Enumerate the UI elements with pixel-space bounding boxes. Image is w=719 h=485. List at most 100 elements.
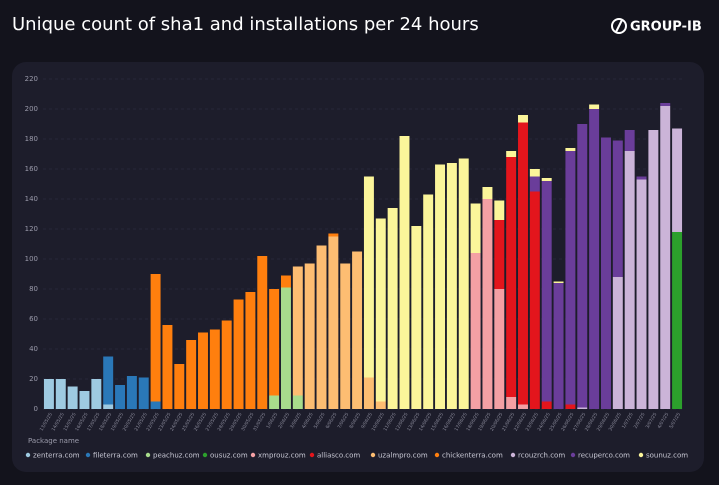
legend-marker xyxy=(570,452,576,458)
bar-segment xyxy=(589,104,600,109)
bar-segment xyxy=(363,176,374,378)
bar-segment xyxy=(600,137,611,409)
legend-label: rcouzrch.com xyxy=(518,452,565,460)
legend-title: Package name xyxy=(28,437,79,445)
bar-segment xyxy=(565,151,576,405)
legend-label: zenterra.com xyxy=(33,452,80,460)
bar-segment xyxy=(233,299,244,409)
bar-segment xyxy=(482,187,493,199)
bar-segment xyxy=(624,130,635,151)
y-tick-label: 200 xyxy=(25,105,38,113)
bar-segment xyxy=(126,376,137,409)
y-tick-label: 120 xyxy=(25,225,38,233)
bar-segment xyxy=(162,325,173,409)
bar-segment xyxy=(565,404,576,409)
y-tick-label: 40 xyxy=(29,345,38,353)
bar-segment xyxy=(529,176,540,192)
legend-marker xyxy=(434,452,440,458)
y-tick-label: 100 xyxy=(25,255,38,263)
y-tick-label: 220 xyxy=(25,75,38,83)
legend-marker xyxy=(510,452,516,458)
legend-label: peachuz.com xyxy=(153,452,200,460)
bar-segment xyxy=(399,136,410,409)
bar-segment xyxy=(553,283,564,409)
bar-segment xyxy=(636,179,647,409)
bar-segment xyxy=(55,379,66,409)
bar-segment xyxy=(624,151,635,409)
bar-segment xyxy=(636,176,647,180)
bar-segment xyxy=(115,385,126,409)
legend-marker xyxy=(370,452,376,458)
bar-segment xyxy=(612,277,623,409)
bar-segment xyxy=(375,401,386,409)
bar-segment xyxy=(257,256,268,409)
legend-label: chickenterra.com xyxy=(442,452,503,460)
bar-segment xyxy=(529,191,540,409)
bar-segment xyxy=(245,292,256,409)
y-tick-label: 180 xyxy=(25,135,38,143)
bar-segment xyxy=(506,157,517,397)
bar-segment xyxy=(340,263,351,409)
legend-marker xyxy=(145,452,151,458)
legend-marker xyxy=(25,452,31,458)
bar-segment xyxy=(280,287,291,409)
bar-segment xyxy=(518,404,528,409)
legend-label: ousuz.com xyxy=(210,452,248,460)
y-tick-label: 20 xyxy=(29,375,38,383)
legend-marker xyxy=(85,452,91,458)
bar-segment xyxy=(328,233,339,237)
bar-segment xyxy=(470,203,481,253)
bar-segment xyxy=(423,194,434,409)
legend-marker xyxy=(309,452,315,458)
bar-segment xyxy=(470,253,481,409)
bar-segment xyxy=(43,379,54,409)
logo-text: GROUP-IB xyxy=(630,20,702,35)
y-tick-label: 60 xyxy=(29,315,38,323)
bar-segment xyxy=(292,266,303,396)
chart-title: Unique count of sha1 and installations p… xyxy=(12,14,479,35)
y-tick-label: 140 xyxy=(25,195,38,203)
legend-label: xmprouz.com xyxy=(258,452,306,460)
bar-segment xyxy=(518,115,528,123)
bar-segment xyxy=(612,140,623,277)
legend-label: sounuz.com xyxy=(646,452,688,460)
bar-segment xyxy=(363,377,374,409)
bar-segment xyxy=(553,281,564,283)
bar-segment xyxy=(79,391,90,409)
legend-label: uzalmpro.com xyxy=(378,452,428,460)
bar-segment xyxy=(446,163,457,409)
bar-segment xyxy=(209,329,220,409)
bar-segment xyxy=(660,103,671,106)
logo-icon-slash xyxy=(615,19,623,33)
bar-segment xyxy=(91,379,102,409)
bar-segment xyxy=(648,130,659,409)
bar-segment xyxy=(518,122,528,405)
bar-segment xyxy=(435,164,446,409)
legend-label: fileterra.com xyxy=(93,452,138,460)
legend-marker xyxy=(638,452,644,458)
bar-segment xyxy=(529,169,540,177)
bar-segment xyxy=(458,158,469,409)
bar-segment xyxy=(198,332,208,409)
bar-segment xyxy=(672,128,683,232)
bar-segment xyxy=(411,226,422,409)
bar-segment xyxy=(304,263,315,409)
bar-segment xyxy=(316,245,327,409)
bar-segment xyxy=(506,397,517,409)
bar-segment xyxy=(138,377,149,409)
bar-segment xyxy=(577,124,588,408)
bar-segment xyxy=(280,275,291,288)
legend-label: recuperco.com xyxy=(578,452,630,460)
bar-segment xyxy=(660,106,671,409)
bar-segment xyxy=(494,289,505,409)
bar-segment xyxy=(375,218,386,402)
bar-segment xyxy=(103,356,114,405)
y-tick-label: 80 xyxy=(29,285,38,293)
bar-segment xyxy=(541,178,552,181)
bar-segment xyxy=(541,401,552,409)
bar-segment xyxy=(186,340,197,409)
bar-segment xyxy=(482,199,493,409)
bar-segment xyxy=(269,289,280,396)
